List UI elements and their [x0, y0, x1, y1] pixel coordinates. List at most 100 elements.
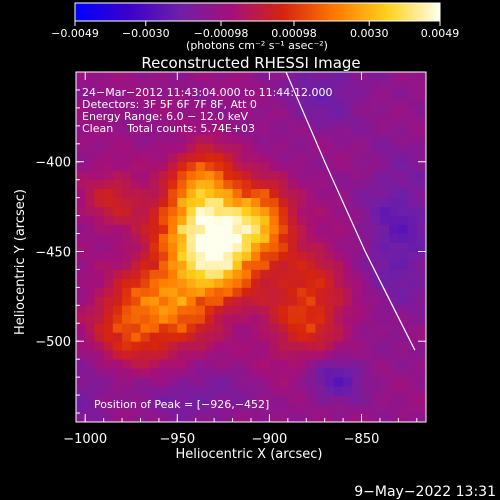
- heatmap-cell: [306, 305, 316, 315]
- heatmap-cell: [269, 188, 280, 199]
- heatmap-cell: [140, 323, 151, 333]
- heatmap-cell: [407, 242, 418, 252]
- heatmap-cell: [251, 224, 261, 234]
- heatmap-cell: [361, 350, 372, 360]
- heatmap-cell: [389, 305, 399, 315]
- heatmap-cell: [260, 368, 270, 378]
- heatmap-cell: [112, 395, 123, 405]
- heatmap-cell: [379, 72, 390, 82]
- heatmap-cell: [416, 116, 426, 127]
- heatmap-cell: [251, 152, 261, 163]
- heatmap-cell: [361, 305, 372, 315]
- heatmap-cell: [131, 98, 141, 109]
- heatmap-cell: [379, 242, 390, 252]
- heatmap-cell: [379, 287, 390, 297]
- heatmap-cell: [343, 386, 353, 396]
- heatmap-cell: [343, 170, 353, 181]
- heatmap-cell: [343, 215, 353, 225]
- heatmap-cell: [407, 170, 418, 181]
- heatmap-cell: [85, 269, 95, 279]
- heatmap-cell: [260, 395, 270, 405]
- heatmap-cell: [251, 278, 261, 288]
- heatmap-cell: [214, 197, 224, 208]
- heatmap-cell: [306, 314, 316, 324]
- heatmap-cell: [232, 386, 243, 396]
- heatmap-cell: [278, 179, 289, 190]
- heatmap-cell: [103, 314, 114, 324]
- heatmap-cell: [251, 72, 261, 82]
- heatmap-cell: [333, 72, 344, 82]
- heatmap-cell: [140, 152, 151, 163]
- heatmap-cell: [251, 377, 261, 387]
- heatmap-cell: [389, 386, 399, 396]
- heatmap-cell: [122, 215, 132, 225]
- heatmap-cell: [149, 242, 160, 252]
- heatmap-cell: [306, 242, 316, 252]
- heatmap-cell: [85, 197, 95, 208]
- heatmap-cell: [269, 80, 280, 91]
- heatmap-cell: [251, 269, 261, 279]
- heatmap-cell: [177, 242, 187, 252]
- heatmap-cell: [112, 197, 123, 208]
- heatmap-cell: [260, 269, 270, 279]
- heatmap-cell: [168, 143, 178, 154]
- heatmap-cell: [306, 80, 316, 91]
- heatmap-cell: [214, 98, 224, 109]
- heatmap-cell: [158, 404, 169, 414]
- heatmap-cell: [232, 314, 243, 324]
- heatmap-cell: [260, 107, 270, 118]
- heatmap-cell: [315, 386, 326, 396]
- heatmap-cell: [278, 341, 289, 351]
- heatmap-cell: [177, 188, 187, 199]
- heatmap-cell: [76, 80, 86, 91]
- heatmap-cell: [297, 242, 307, 252]
- heatmap-cell: [112, 98, 123, 109]
- heatmap-cell: [306, 341, 316, 351]
- heatmap-cell: [186, 224, 197, 234]
- heatmap-cell: [131, 305, 141, 315]
- heatmap-cell: [186, 233, 197, 243]
- heatmap-cell: [315, 107, 326, 118]
- heatmap-cell: [416, 395, 426, 405]
- heatmap-cell: [306, 377, 316, 387]
- heatmap-cell: [186, 143, 197, 154]
- heatmap-cell: [177, 179, 187, 190]
- heatmap-cell: [186, 296, 197, 306]
- heatmap-cell: [389, 350, 399, 360]
- heatmap-cell: [241, 386, 252, 396]
- heatmap-cell: [251, 161, 261, 172]
- heatmap-cell: [297, 170, 307, 181]
- heatmap-cell: [416, 72, 426, 82]
- heatmap-cell: [186, 89, 197, 100]
- heatmap-cell: [214, 251, 224, 261]
- heatmap-cell: [158, 188, 169, 199]
- heatmap-cell: [177, 152, 187, 163]
- heatmap-cell: [389, 197, 399, 208]
- heatmap-cell: [140, 215, 151, 225]
- heatmap-cell: [241, 341, 252, 351]
- heatmap-cell: [112, 314, 123, 324]
- heatmap-cell: [103, 377, 114, 387]
- heatmap-cell: [297, 152, 307, 163]
- heatmap-cell: [287, 314, 298, 324]
- heatmap-cell: [343, 116, 353, 127]
- heatmap-cell: [241, 215, 252, 225]
- heatmap-cell: [158, 197, 169, 208]
- heatmap-cell: [158, 242, 169, 252]
- heatmap-cell: [177, 341, 187, 351]
- heatmap-cell: [297, 278, 307, 288]
- heatmap-cell: [260, 287, 270, 297]
- heatmap-cell: [370, 314, 381, 324]
- heatmap-cell: [352, 224, 362, 234]
- heatmap-cell: [306, 170, 316, 181]
- heatmap-cell: [168, 125, 178, 136]
- heatmap-cell: [297, 269, 307, 279]
- heatmap-cell: [140, 107, 151, 118]
- heatmap-cell: [85, 224, 95, 234]
- heatmap-cell: [379, 125, 390, 136]
- heatmap-cell: [306, 233, 316, 243]
- heatmap-cell: [407, 197, 418, 208]
- heatmap-cell: [204, 80, 215, 91]
- heatmap-cell: [149, 296, 160, 306]
- heatmap-cell: [407, 161, 418, 172]
